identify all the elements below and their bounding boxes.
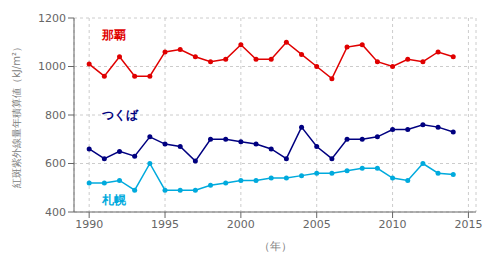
svg-text:紅斑紫外線量年積算値（kJ/m²）: 紅斑紫外線量年積算値（kJ/m²） (11, 42, 22, 188)
svg-text:2015: 2015 (454, 218, 482, 231)
svg-text:1990: 1990 (75, 218, 103, 231)
svg-text:1995: 1995 (151, 218, 179, 231)
svg-text:800: 800 (45, 109, 66, 122)
svg-text:600: 600 (45, 157, 66, 170)
svg-text:つくば: つくば (101, 108, 139, 122)
svg-text:2005: 2005 (303, 218, 331, 231)
svg-text:札幌: 札幌 (101, 193, 127, 207)
svg-text:1000: 1000 (38, 60, 66, 73)
svg-text:那覇: 那覇 (101, 28, 126, 42)
svg-text:2010: 2010 (379, 218, 407, 231)
svg-text:2000: 2000 (227, 218, 255, 231)
svg-text:400: 400 (45, 206, 66, 219)
svg-text:（年）: （年） (259, 240, 292, 253)
svg-text:1200: 1200 (38, 12, 66, 25)
